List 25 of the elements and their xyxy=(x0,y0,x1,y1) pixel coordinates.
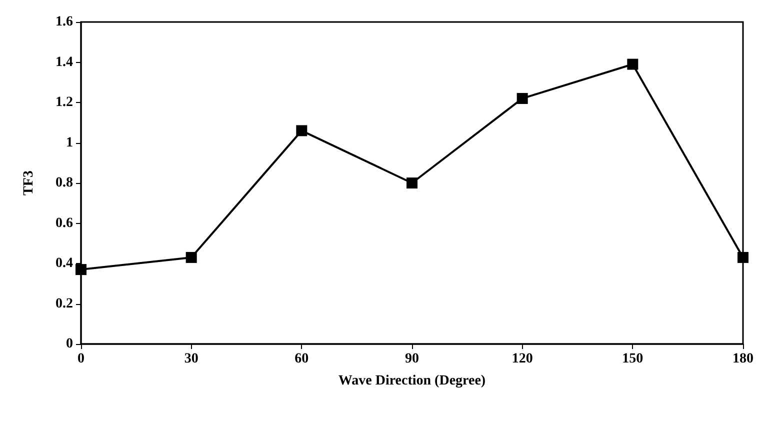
x-tick-label: 120 xyxy=(512,352,533,366)
x-axis-title: Wave Direction (Degree) xyxy=(338,374,486,388)
point xyxy=(406,178,418,188)
y-tick-label: 1.2 xyxy=(56,95,73,110)
x-tick-label: 90 xyxy=(405,352,419,366)
y-tick-label: 1.4 xyxy=(56,54,73,70)
x-tick-label: 150 xyxy=(622,352,644,366)
point xyxy=(76,264,86,276)
y-tick-label: 1.6 xyxy=(56,14,73,30)
x-tick-label: 60 xyxy=(294,352,309,366)
point xyxy=(627,58,638,70)
point xyxy=(296,125,308,136)
y-tick-label: 0.6 xyxy=(56,216,73,231)
x-tick-label: 30 xyxy=(184,352,198,366)
point xyxy=(516,92,528,104)
x-tick-label: 0 xyxy=(78,352,84,366)
point xyxy=(186,252,197,263)
y-tick-label: 0 xyxy=(66,336,73,352)
point xyxy=(738,252,748,263)
y-tick-label: 0.2 xyxy=(56,296,73,312)
y-tick-label: 0.4 xyxy=(56,256,73,271)
y-tick-label: 0.8 xyxy=(56,176,73,190)
y-tick-label: 1 xyxy=(66,135,73,150)
y-axis-title: TF3 xyxy=(22,170,36,196)
x-tick-label: 180 xyxy=(732,352,754,366)
